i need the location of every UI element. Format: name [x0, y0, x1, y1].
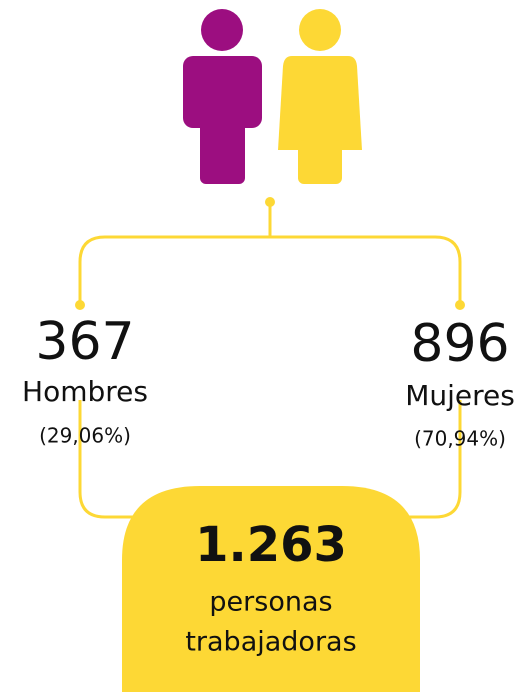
- men-label: Hombres: [22, 375, 148, 408]
- total-line2: trabajadoras: [185, 627, 356, 658]
- total-line1: personas: [209, 587, 332, 618]
- woman-icon: [278, 9, 362, 184]
- men-count: 367: [35, 312, 134, 372]
- women-share: (70,94%): [414, 427, 506, 451]
- total-blob: [122, 486, 420, 692]
- men-share: (29,06%): [39, 424, 131, 448]
- women-count: 896: [410, 314, 509, 374]
- women-label: Mujeres: [405, 379, 515, 412]
- man-icon: [183, 9, 262, 184]
- connector: [75, 197, 465, 519]
- total-count: 1.263: [195, 517, 347, 573]
